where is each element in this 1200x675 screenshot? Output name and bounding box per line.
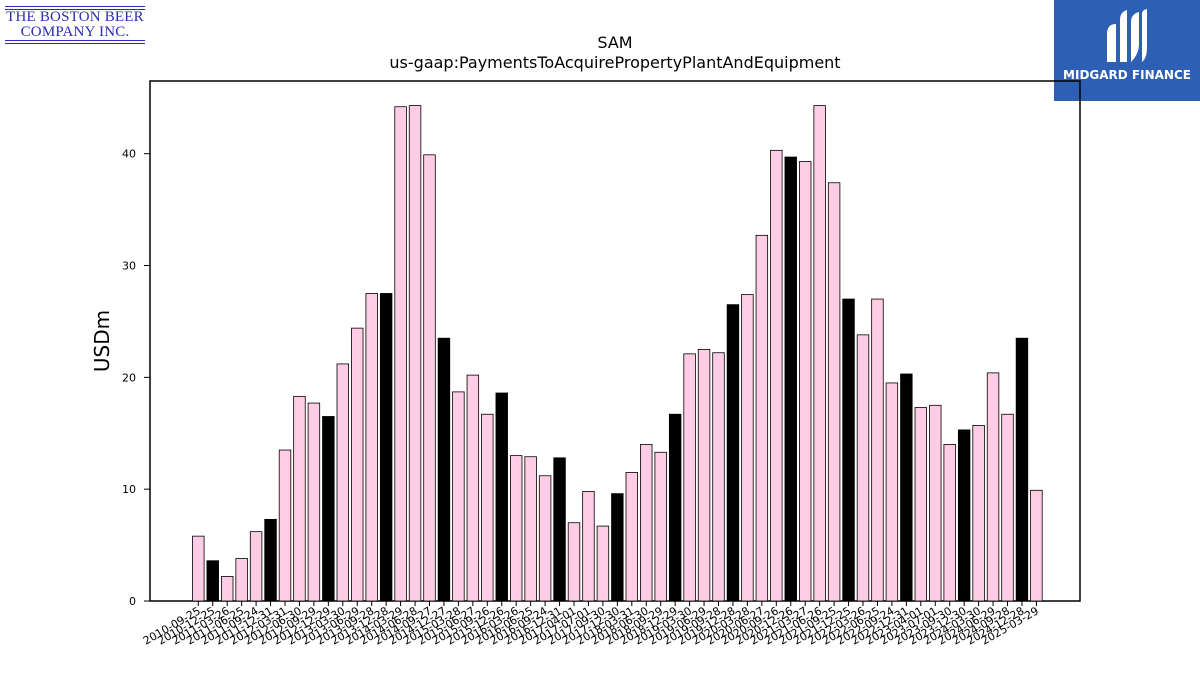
bar-2016-03-26 (509, 455, 523, 602)
bar-2020-09-26 (770, 149, 783, 602)
bar-2018-06-30 (640, 444, 653, 602)
bar-2020-12-26 (784, 156, 797, 602)
bar-2012-12-29 (322, 416, 335, 602)
x-ticks-group: 2010-09-252010-12-252011-03-262011-06-25… (141, 601, 1041, 648)
bar-2021-12-25 (842, 298, 855, 602)
bar-2019-12-28 (726, 304, 740, 602)
bar-2016-12-31 (553, 457, 566, 602)
bar-2011-06-25 (235, 558, 248, 602)
bar-2017-07-01 (582, 491, 595, 602)
bar-2013-12-28 (379, 293, 393, 602)
bar-2018-12-29 (668, 413, 682, 602)
y-axis-label: USDm (90, 310, 114, 372)
bar-2012-06-30 (293, 395, 306, 602)
midgard-mark-icon (1107, 9, 1147, 62)
y-ticks-group: 0 10 20 30 40 (122, 148, 150, 608)
bar-2019-03-30 (683, 353, 696, 602)
bar-2022-09-24 (885, 382, 899, 602)
bar-2019-09-28 (712, 352, 725, 602)
bar-2023-04-01 (914, 407, 928, 602)
bars-group (192, 105, 1043, 602)
bar-2023-07-01 (929, 404, 942, 602)
bar-2017-12-30 (611, 493, 624, 602)
bar-2015-03-28 (452, 391, 465, 602)
logo-line-2: COMPANY INC. (20, 24, 130, 40)
bar-2013-09-28 (365, 293, 378, 602)
bar-2012-09-29 (307, 402, 321, 602)
bar-2018-03-31 (625, 471, 639, 602)
bar-2017-04-01 (567, 522, 581, 602)
bar-2010-09-25 (192, 535, 205, 602)
midgard-finance-logo: MIDGARD FINANCE (1054, 0, 1200, 101)
bar-2012-03-31 (278, 449, 292, 602)
bar-2014-12-27 (437, 337, 451, 602)
bar-2011-03-26 (220, 576, 234, 602)
bar-2018-09-29 (654, 451, 667, 602)
midgard-finance-name: MIDGARD FINANCE (1063, 68, 1191, 82)
bar-2021-06-26 (813, 105, 826, 602)
y-tick-label: 0 (129, 595, 136, 608)
logo-rule-top (5, 6, 145, 10)
bar-2022-06-25 (871, 298, 884, 602)
bar-2016-06-25 (524, 456, 537, 602)
bar-2010-12-25 (206, 560, 219, 602)
bar-2024-06-29 (986, 372, 1000, 602)
bar-2015-09-26 (481, 413, 494, 602)
bar-2021-03-27 (799, 161, 812, 602)
chart-subtitle: us-gaap:PaymentsToAcquirePropertyPlantAn… (389, 53, 840, 72)
bar-2021-09-25 (827, 182, 841, 602)
y-tick-label: 20 (122, 371, 136, 384)
bar-2011-12-31 (264, 518, 277, 602)
chart-title: SAM (597, 33, 632, 52)
bar-2013-03-30 (336, 363, 350, 602)
bar-2014-09-27 (423, 154, 436, 602)
bar-2024-12-28 (1015, 337, 1029, 602)
logo-rule-bottom (5, 40, 145, 44)
logo-line-1: THE BOSTON BEER (6, 9, 144, 25)
bar-2013-06-29 (351, 327, 364, 602)
bar-2014-06-28 (408, 105, 422, 602)
bar-2014-03-29 (394, 106, 407, 602)
bar-2015-06-27 (466, 374, 480, 602)
y-tick-label: 10 (122, 483, 136, 496)
bar-2025-03-29 (1030, 489, 1043, 602)
y-tick-label: 40 (122, 148, 136, 161)
boston-beer-logo: THE BOSTON BEER COMPANY INC. (5, 6, 145, 44)
bar-2024-03-30 (972, 425, 985, 602)
bar-2016-09-24 (538, 475, 552, 602)
bar-2019-06-29 (697, 348, 711, 602)
bar-2024-09-28 (1001, 413, 1014, 602)
bar-2020-03-28 (741, 294, 754, 602)
y-tick-label: 30 (122, 260, 136, 273)
bar-2011-09-24 (249, 531, 263, 602)
bar-2023-12-30 (957, 429, 971, 602)
bar-2023-09-30 (943, 444, 956, 602)
bar-2015-12-26 (495, 392, 508, 602)
bar-2017-09-30 (596, 525, 610, 602)
bar-2022-03-26 (856, 334, 870, 602)
bar-2020-06-27 (755, 234, 769, 602)
bar-2022-12-31 (900, 373, 913, 602)
